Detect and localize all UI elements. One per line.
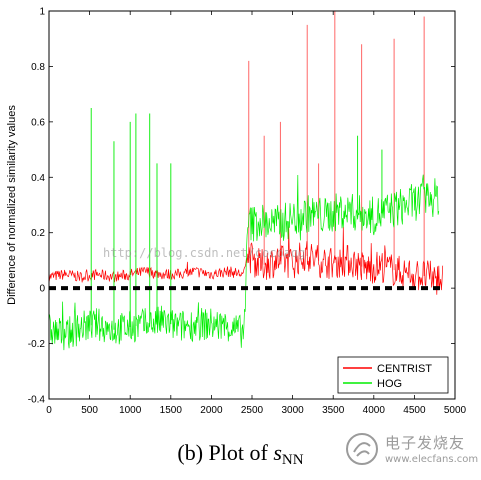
series-line-hog <box>49 174 440 351</box>
site-logo: 电子发烧友 www.elecfans.com <box>345 428 479 474</box>
x-tick-label: 1000 <box>119 405 142 416</box>
chart: 0 500 1000 1500 2000 2500 3000 3500 4000 4500 5000… <box>6 7 467 417</box>
x-tick-label: 3500 <box>322 405 345 416</box>
y-tick-label: -0.2 <box>28 339 46 350</box>
logo-url: www.elecfans.com <box>385 454 479 465</box>
legend-box <box>337 356 449 394</box>
x-tick-label: 2000 <box>200 405 223 416</box>
y-tick-label: 0.8 <box>31 62 45 73</box>
figure-caption: (b) Plot of sNN <box>0 440 481 469</box>
legend-label-hog: HOG <box>377 378 402 390</box>
x-tick-label: 1500 <box>160 405 183 416</box>
x-tick-label: 4000 <box>363 405 386 416</box>
x-tick-label: 3000 <box>281 405 304 416</box>
y-tick-label: 0.2 <box>31 228 45 239</box>
x-tick-label: 5000 <box>444 405 467 416</box>
y-axis-label: Difference of normalized similarity valu… <box>6 105 18 305</box>
watermark: http://blog.csdn.net/cocoaqg <box>103 246 305 260</box>
y-tick-label: 0.4 <box>31 173 45 184</box>
caption-symbol: s <box>273 440 282 465</box>
legend-label-centrist: CENTRIST <box>377 363 432 375</box>
caption-subscript: NN <box>281 452 304 468</box>
x-tick-label: 4500 <box>403 405 426 416</box>
logo-text: 电子发烧友 <box>385 434 466 452</box>
y-tick-label: 1 <box>39 7 45 18</box>
x-tick-label: 2500 <box>241 405 264 416</box>
logo-icon <box>346 433 378 465</box>
plot-area: 0 500 1000 1500 2000 2500 3000 3500 4000 4500 5000… <box>28 7 467 417</box>
x-tick-label: 500 <box>81 405 98 416</box>
legend: CENTRIST HOG <box>337 356 449 394</box>
y-tick-label: -0.4 <box>28 395 46 406</box>
y-tick-label: 0.6 <box>31 117 45 128</box>
y-tick-label: 0 <box>39 284 45 295</box>
x-tick-label: 0 <box>46 405 52 416</box>
series-line-centrist <box>49 226 444 295</box>
caption-prefix: (b) Plot of <box>177 440 274 465</box>
